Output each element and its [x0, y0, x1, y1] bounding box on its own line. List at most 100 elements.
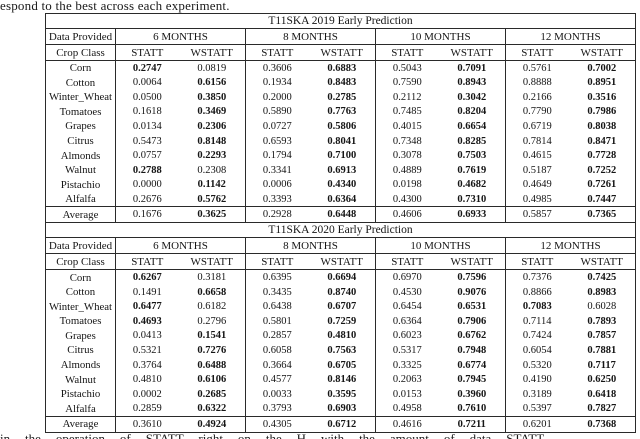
value-cell: 0.6477: [115, 299, 179, 315]
value-cell: 0.5317: [375, 343, 439, 358]
metric-header: WSTATT: [568, 253, 636, 271]
metric-header: WSTATT: [178, 253, 246, 271]
value-cell: 0.2308: [197, 164, 227, 176]
value-cell: 0.5320: [505, 357, 569, 373]
crop-label: Citrus: [67, 344, 94, 357]
month-header: 6 MONTHS: [115, 237, 246, 255]
crop-label: Winter_Wheat: [48, 91, 113, 104]
value-cell: 0.6903: [327, 403, 357, 415]
metric-header: WSTATT: [568, 44, 636, 61]
crop-label: Almonds: [60, 149, 101, 162]
value-cell: 0.2166: [505, 90, 569, 105]
value-cell: 0.7590: [375, 75, 439, 91]
value-cell: 0.7259: [327, 315, 357, 327]
value-cell: 0.6201: [505, 415, 569, 433]
caption-top-text: espond to the best across each experimen…: [0, 0, 230, 13]
value-cell: 0.6418: [587, 388, 617, 400]
value-cell: 0.2747: [115, 60, 179, 76]
caption-bottom-text: in the operation of STATT right on the H…: [0, 431, 545, 439]
value-cell: 0.3189: [505, 386, 569, 402]
metric-header: STATT: [505, 253, 569, 271]
table-row: Almonds 0.0757 0.2293 0.1794 0.7100 0.3078 0.7…: [46, 148, 636, 163]
value-cell: 0.5473: [115, 133, 179, 149]
crop-label: Corn: [69, 62, 92, 75]
value-cell: 0.1142: [197, 179, 226, 191]
value-cell: 0.2788: [115, 162, 179, 178]
value-cell: 0.3960: [457, 388, 487, 400]
value-cell: 0.3469: [197, 106, 227, 118]
value-cell: 0.8038: [587, 120, 617, 132]
value-cell: 0.7945: [457, 374, 487, 386]
value-cell: 0.7596: [457, 272, 487, 284]
value-cell: 0.4305: [245, 415, 309, 433]
value-cell: 0.7424: [505, 328, 569, 344]
value-cell: 0.6694: [327, 272, 357, 284]
value-cell: 0.2685: [197, 388, 227, 400]
value-cell: 0.5397: [505, 401, 569, 417]
crop-label: Tomatoes: [59, 315, 102, 328]
value-cell: 0.8146: [327, 374, 357, 386]
table-title-row: T11SKA 2020 Early Prediction: [45, 222, 636, 239]
value-cell: 0.7827: [587, 403, 617, 415]
month-header: 10 MONTHS: [375, 237, 506, 255]
value-cell: 0.7790: [505, 104, 569, 120]
month-header-row: Data Provided 6 MONTHS 8 MONTHS 10 MONTHS 12…: [45, 237, 636, 255]
value-cell: 0.0033: [245, 386, 309, 402]
value-cell: 0.5801: [245, 314, 309, 329]
table-row: Alfalfa 0.2676 0.5762 0.3393 0.6364 0.4300 0.7…: [46, 191, 636, 207]
value-cell: 0.6250: [587, 374, 617, 386]
value-cell: 0.1618: [115, 104, 179, 120]
value-cell: 0.4649: [505, 177, 569, 192]
value-cell: 0.4958: [375, 401, 439, 417]
value-cell: 0.6364: [375, 314, 439, 329]
value-cell: 0.0153: [375, 386, 439, 402]
value-cell: 0.0757: [115, 148, 179, 163]
metric-header: STATT: [375, 253, 439, 271]
value-cell: 0.3435: [245, 285, 309, 300]
value-cell: 0.4889: [375, 162, 439, 178]
value-cell: 0.2063: [375, 372, 439, 387]
table-row: Winter_Wheat 0.0500 0.3850 0.2000 0.2785 0.21…: [46, 90, 636, 105]
value-cell: 0.4616: [375, 415, 439, 433]
value-cell: 0.1676: [115, 206, 179, 224]
crop-label: Alfalfa: [65, 193, 96, 206]
value-cell: 0.6438: [245, 299, 309, 315]
value-cell: 0.6658: [197, 286, 227, 298]
value-cell: 0.6364: [327, 193, 357, 205]
value-cell: 0.6182: [197, 301, 227, 313]
value-cell: 0.4530: [375, 285, 439, 300]
value-cell: 0.3595: [327, 388, 357, 400]
table-row: Citrus 0.5473 0.8148 0.6593 0.8041 0.7348 0.82…: [46, 133, 636, 149]
value-cell: 0.7503: [457, 150, 487, 162]
value-cell: 0.4985: [505, 191, 569, 207]
results-table-body: T11SKA 2019 Early Prediction Data Provide…: [45, 13, 636, 433]
value-cell: 0.4682: [457, 179, 487, 191]
value-cell: 0.8483: [327, 77, 357, 89]
value-cell: 0.2000: [245, 90, 309, 105]
value-cell: 0.6156: [197, 77, 227, 89]
value-cell: 0.2293: [197, 150, 227, 162]
value-cell: 0.6774: [457, 359, 487, 371]
metric-header: STATT: [505, 44, 569, 61]
value-cell: 0.6654: [457, 120, 487, 132]
crop-label: Walnut: [65, 164, 96, 177]
value-cell: 0.2857: [245, 328, 309, 344]
table-title-row: T11SKA 2019 Early Prediction: [45, 13, 636, 29]
month-header: 8 MONTHS: [245, 28, 376, 45]
value-cell: 0.7881: [587, 344, 617, 356]
value-cell: 0.4615: [505, 148, 569, 163]
value-cell: 0.7893: [587, 315, 617, 327]
metric-header: WSTATT: [178, 44, 246, 61]
table-row: Cotton 0.1491 0.6658 0.3435 0.8740 0.4530 0.90…: [46, 285, 636, 300]
value-cell: 0.3850: [197, 91, 227, 103]
table-row: Pistachio 0.0000 0.1142 0.0006 0.4340 0.0198 0…: [46, 177, 636, 192]
value-cell: 0.7763: [327, 106, 357, 118]
value-cell: 0.6488: [197, 359, 227, 371]
value-cell: 0.7091: [457, 62, 487, 74]
value-cell: 0.0198: [375, 177, 439, 192]
crop-label: Pistachio: [60, 388, 101, 401]
value-cell: 0.3764: [115, 357, 179, 373]
value-cell: 0.4924: [178, 415, 246, 433]
value-cell: 0.1541: [197, 330, 227, 342]
metric-header: STATT: [115, 44, 179, 61]
